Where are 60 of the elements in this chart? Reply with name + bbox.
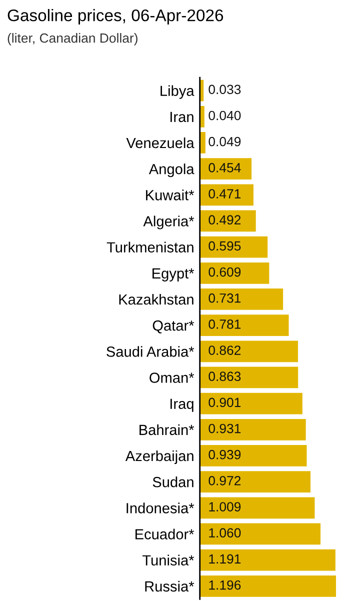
- data-label: 0.863: [208, 372, 241, 382]
- bar: [200, 445, 307, 466]
- y-tick-label: Iraq: [170, 398, 194, 412]
- data-label: 0.939: [208, 450, 241, 460]
- data-label: 0.931: [208, 424, 241, 434]
- data-label: 0.972: [208, 476, 241, 486]
- y-tick-label: Oman*: [150, 372, 194, 383]
- y-tick-label: Ecuador*: [136, 528, 194, 540]
- y-tick-label: Iran: [170, 112, 194, 122]
- data-label: 0.033: [208, 84, 241, 94]
- y-tick-label: Kazakhstan: [119, 294, 194, 305]
- bar: [200, 575, 336, 597]
- bar: [200, 132, 206, 154]
- bar: [200, 158, 252, 180]
- y-tick-label: Tunisia*: [142, 554, 194, 566]
- bar: [200, 392, 302, 414]
- data-label: 0.040: [208, 110, 241, 120]
- y-tick-label: Qatar*: [152, 320, 194, 334]
- y-tick-label: Kuwait*: [146, 190, 194, 200]
- y-tick-label: Indonesia*: [126, 502, 194, 514]
- data-label: 0.595: [208, 241, 241, 251]
- data-label: 1.009: [209, 502, 241, 512]
- y-tick-label: Angola: [148, 164, 194, 178]
- bar: [200, 418, 306, 440]
- y-tick-label: Egypt*: [152, 268, 194, 282]
- y-tick-label: Sudan: [152, 476, 194, 488]
- y-tick-label: Azerbaijan: [125, 450, 194, 464]
- data-label: 0.471: [208, 189, 241, 198]
- data-label: 0.781: [208, 320, 241, 329]
- data-label: 0.492: [208, 215, 241, 225]
- chart-title: Gasoline prices, 06-Apr-2026: [8, 9, 224, 25]
- data-label: 1.191: [209, 554, 241, 564]
- text: (liter, Canadian Dollar): [8, 33, 138, 46]
- data-label: 1.060: [209, 528, 241, 538]
- bar: [200, 288, 284, 310]
- y-tick-label: Turkmenistan: [106, 242, 194, 252]
- data-label: 0.454: [208, 163, 241, 172]
- bar: [200, 523, 321, 545]
- bar: [200, 497, 315, 519]
- data-label: 0.049: [208, 136, 241, 146]
- y-tick-label: Algeria*: [143, 216, 194, 230]
- data-label: 0.731: [208, 293, 241, 303]
- y-tick-label: Saudi Arabia*: [106, 346, 194, 357]
- bar: [200, 210, 256, 232]
- y-tick-label: Russia*: [145, 580, 194, 592]
- y-tick-label: Venezuela: [126, 137, 194, 148]
- bar: [200, 549, 336, 571]
- bar: [200, 236, 268, 258]
- bar: [200, 262, 270, 284]
- y-tick-label: Bahrain*: [140, 424, 194, 436]
- data-label: 0.862: [208, 346, 241, 355]
- data-label: 1.196: [209, 580, 241, 590]
- bar: [200, 471, 310, 493]
- data-label: 0.609: [208, 267, 241, 277]
- bar: [200, 184, 254, 206]
- bar: [200, 314, 289, 336]
- y-tick-label: Libya: [160, 85, 194, 99]
- bar: [200, 340, 298, 362]
- bar: [200, 366, 298, 388]
- data-label: 0.901: [208, 398, 241, 408]
